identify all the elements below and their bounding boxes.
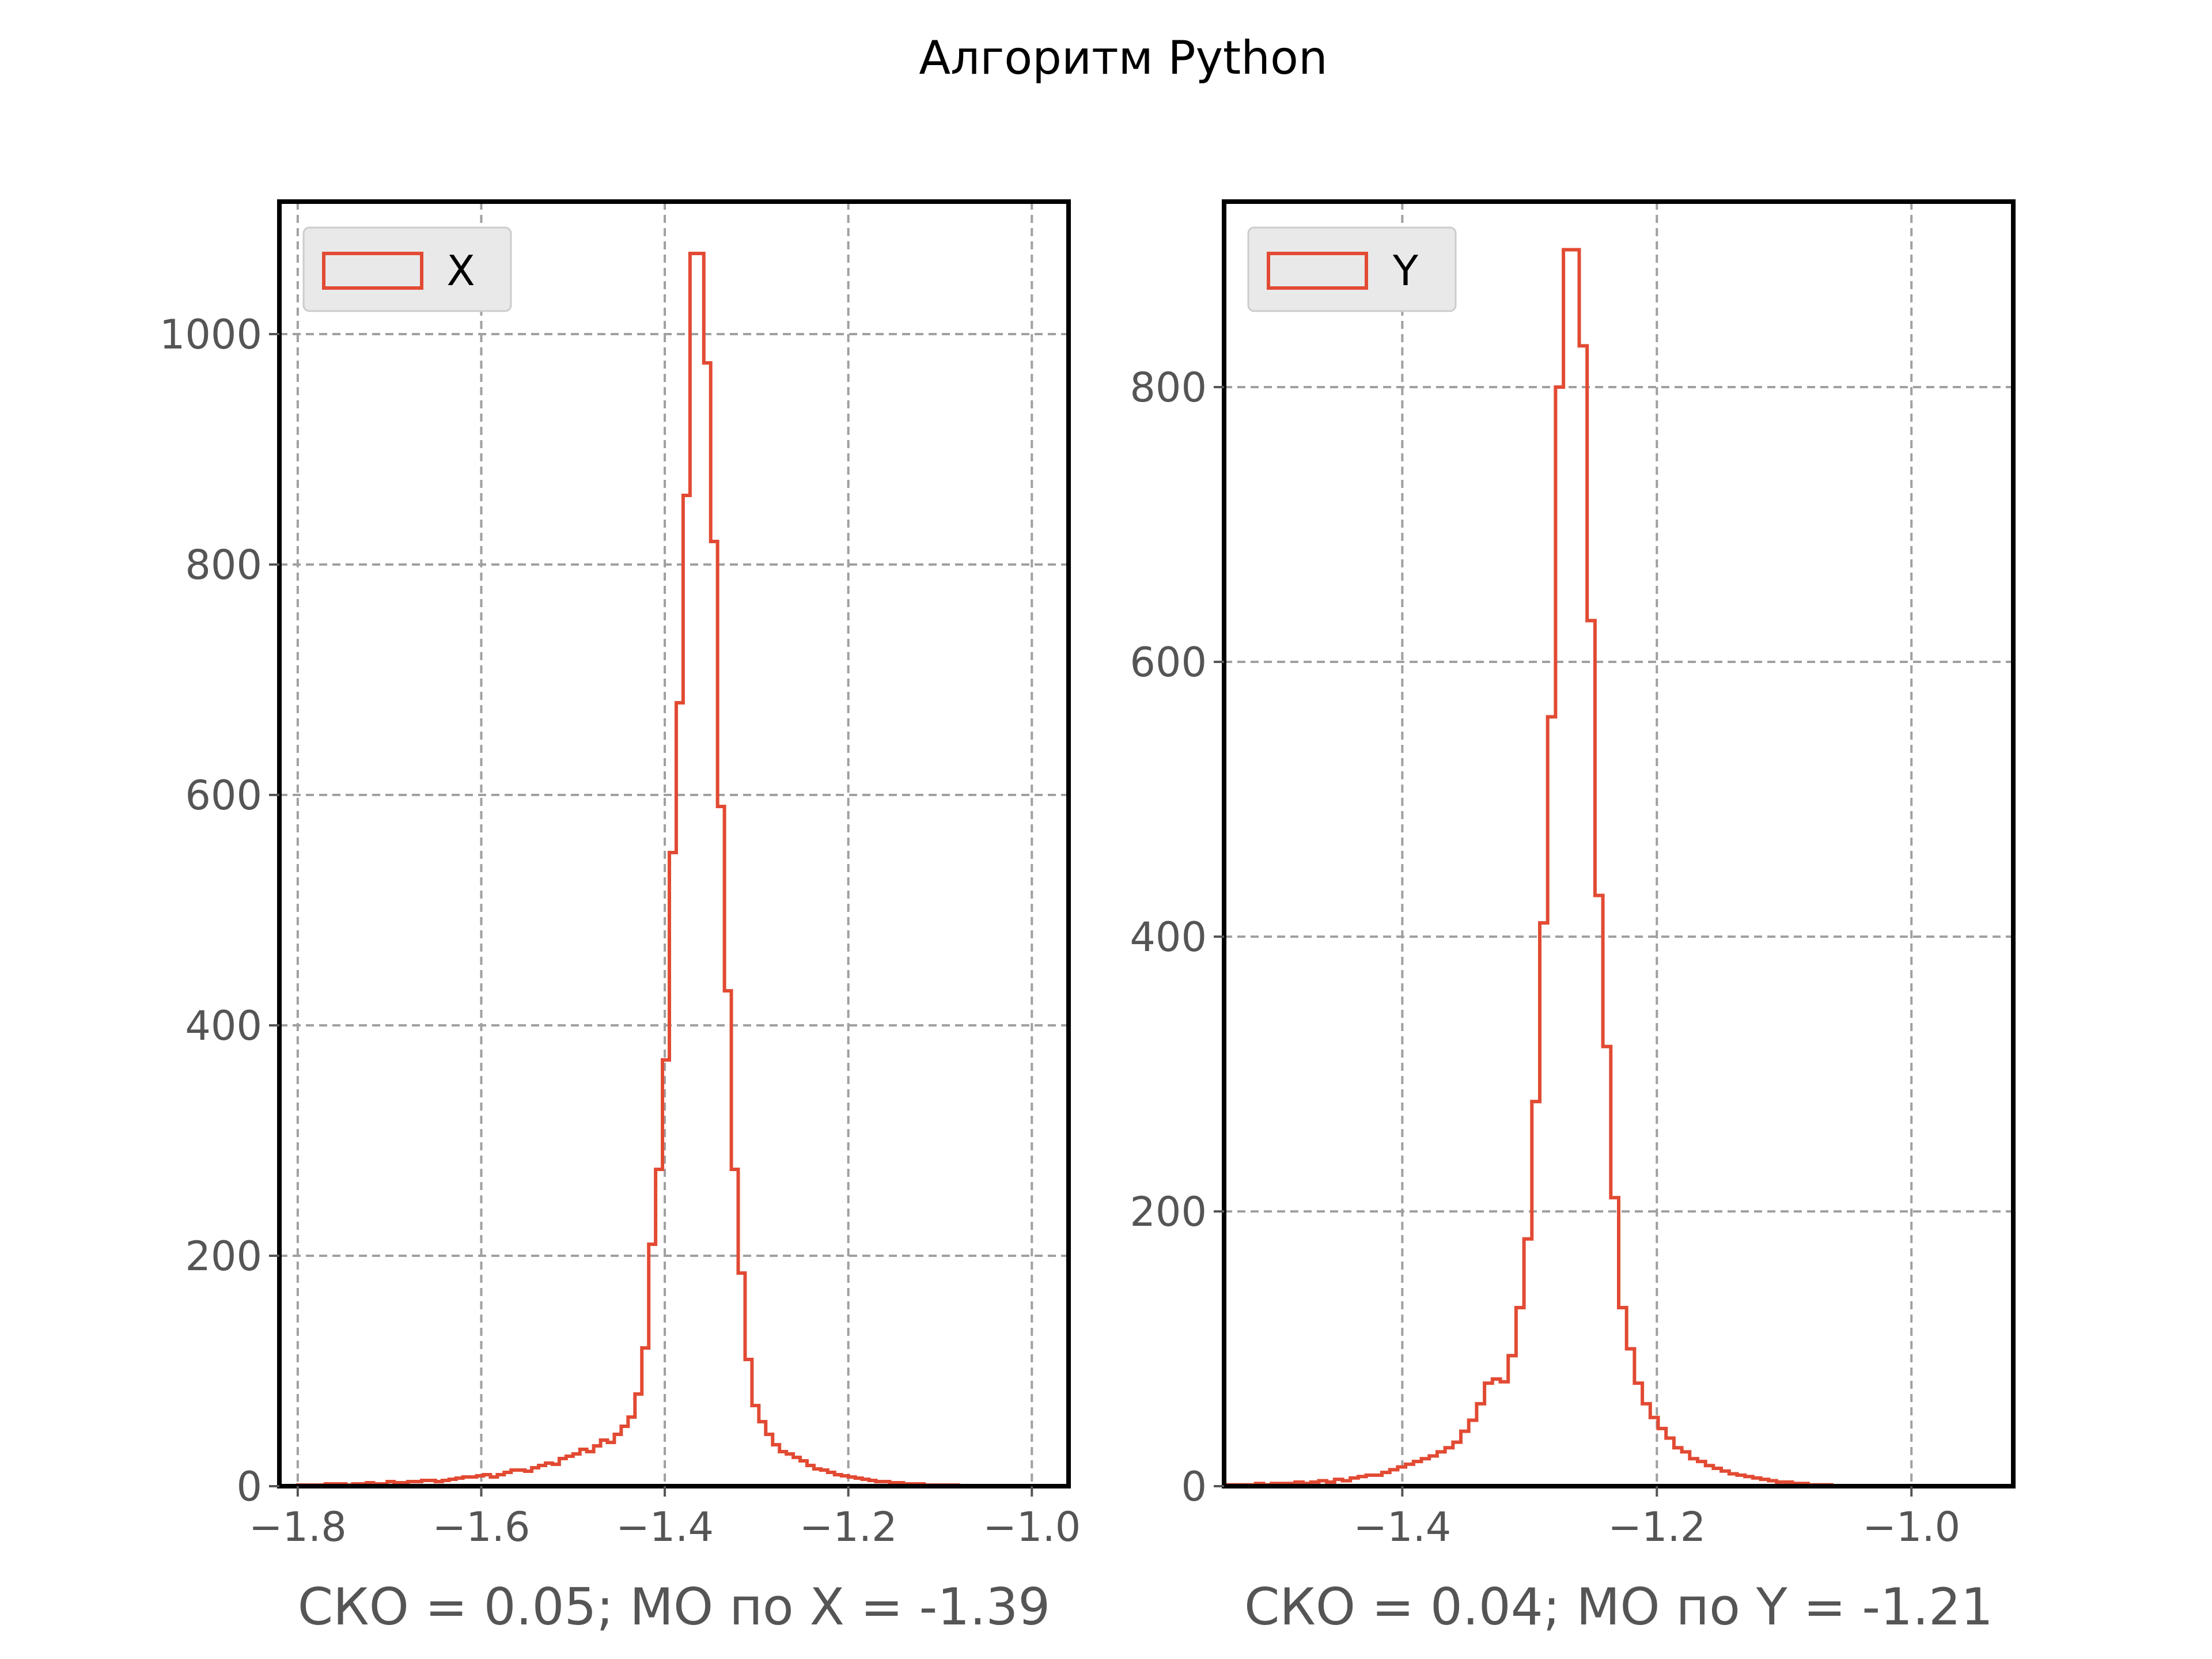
legend: Y [1247, 226, 1457, 312]
legend: X [302, 226, 512, 312]
legend-swatch [1267, 252, 1368, 290]
axes-frame [277, 199, 1071, 1488]
y-tick-label: 800 [1130, 364, 1207, 411]
figure-suptitle: Алгоритм Python [919, 31, 1327, 85]
y-tick-label: 0 [236, 1463, 262, 1510]
histogram-series-x [296, 252, 986, 1488]
x-tick-label: −1.0 [983, 1503, 1081, 1551]
y-tick-label: 400 [1130, 914, 1207, 961]
x-axis-label: СКО = 0.05; МО по X = -1.39 [298, 1577, 1051, 1637]
x-axis-label: СКО = 0.04; МО по Y = -1.21 [1244, 1577, 1993, 1637]
y-tick-label: 600 [185, 772, 262, 819]
axes-frame [1222, 199, 2016, 1488]
histogram-series-y [1222, 248, 1855, 1488]
histogram-panel-x: −1.8 −1.6 −1.4 −1.2 −1.0 0 200 400 600 800 1000 СКО… [160, 199, 1081, 1637]
y-tick-label: 200 [1130, 1188, 1207, 1236]
y-tick-label: 800 [185, 541, 262, 589]
x-tick-label: −1.2 [800, 1503, 897, 1551]
x-tick-label: −1.0 [1862, 1503, 1960, 1551]
y-tick-label: 1000 [160, 311, 262, 358]
y-tick-label: 600 [1130, 639, 1207, 686]
legend-label: X [446, 247, 475, 295]
x-tick-label: −1.8 [249, 1503, 347, 1551]
y-tick-label: 0 [1181, 1463, 1207, 1510]
y-tick-label: 200 [185, 1233, 262, 1280]
x-tick-label: −1.4 [1353, 1503, 1451, 1551]
legend-swatch [322, 252, 423, 290]
x-tick-label: −1.4 [616, 1503, 714, 1551]
legend-label: Y [1392, 247, 1419, 295]
x-tick-label: −1.6 [432, 1503, 530, 1551]
x-tick-label: −1.2 [1608, 1503, 1706, 1551]
y-tick-label: 400 [185, 1002, 262, 1050]
histogram-panel-y: −1.4 −1.2 −1.0 0 200 400 600 800 СКО = 0.04; МО … [1130, 199, 2016, 1637]
